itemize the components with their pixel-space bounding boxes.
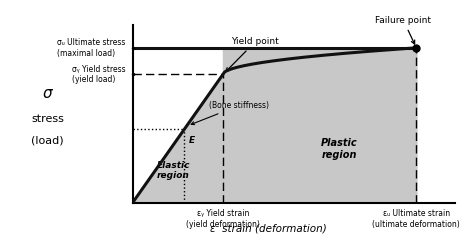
Text: Plastic
region: Plastic region [321,138,357,160]
Text: (load): (load) [31,136,64,146]
Text: σ: σ [43,86,52,101]
Text: σᵧ Yield stress
(yield load): σᵧ Yield stress (yield load) [72,65,126,84]
Text: εᵧ Yield strain
(yield deformation): εᵧ Yield strain (yield deformation) [186,209,260,229]
Text: σᵤ Ultimate stress
(maximal load): σᵤ Ultimate stress (maximal load) [57,38,126,58]
Text: Yield point: Yield point [226,37,279,72]
Text: εᵤ Ultimate strain
(ultimate deformation): εᵤ Ultimate strain (ultimate deformation… [373,209,460,229]
Text: Elastic
region: Elastic region [156,161,190,180]
Text: ε  strain (deformation): ε strain (deformation) [210,224,327,234]
Text: (Bone stiffness): (Bone stiffness) [191,101,269,125]
Text: E: E [189,137,195,145]
Text: Failure point: Failure point [375,16,431,44]
Text: stress: stress [31,114,64,124]
